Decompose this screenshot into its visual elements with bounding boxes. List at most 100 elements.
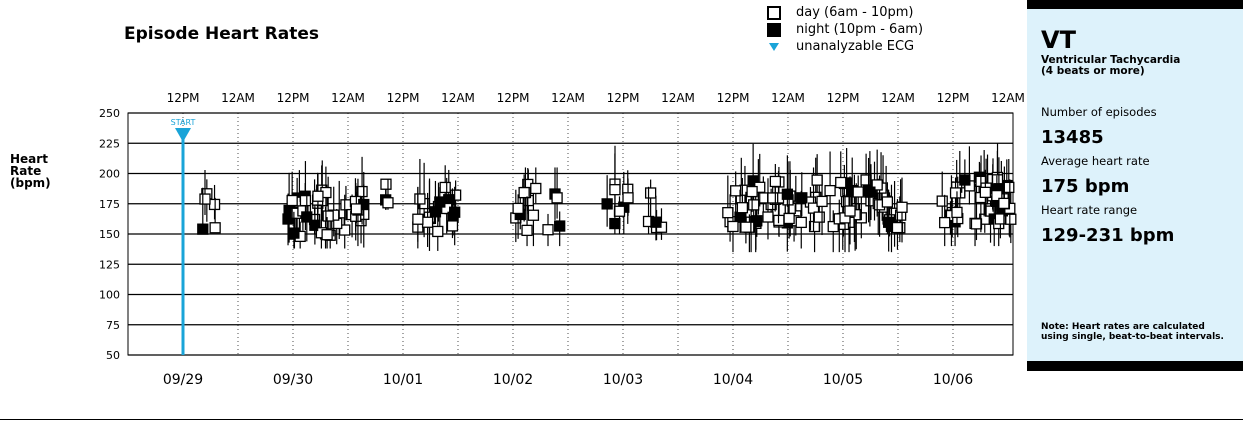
episode-point-day (199, 193, 211, 205)
footnote-line: Note: Heart rates are calculated (1041, 322, 1205, 332)
episode-point-night (959, 174, 971, 186)
legend-day: day (6am - 10pm) (766, 4, 923, 21)
chart-title: Episode Heart Rates (124, 24, 320, 44)
episode-point-day (852, 186, 864, 198)
episode-point-day (521, 224, 533, 237)
episode-point-day (813, 211, 825, 223)
legend-night: night (10pm - 6am) (766, 21, 923, 38)
episode-point-night (429, 206, 442, 218)
rate-range-label: Heart rate range (1041, 203, 1138, 217)
episode-point-day (432, 225, 444, 238)
episode-point-day (795, 216, 807, 229)
episode-point-day (421, 216, 434, 228)
episode-point-day (979, 186, 992, 199)
episode-point-night (609, 217, 621, 230)
y-tick-label: 200 (99, 168, 120, 181)
y-tick-label: 75 (106, 319, 120, 332)
episode-point-day (322, 210, 334, 222)
episode-point-day (286, 194, 298, 207)
time-tick-label: 12PM (607, 91, 640, 105)
episode-point-day (412, 213, 424, 225)
episode-point-day (530, 182, 542, 195)
date-tick-label: 10/02 (493, 372, 533, 388)
avg-rate-value: 175 bpm (1041, 176, 1130, 197)
time-tick-label: 12PM (937, 91, 970, 105)
episode-point-day (414, 193, 426, 205)
episode-point-day (740, 221, 752, 233)
time-tick-label: 12AM (881, 91, 915, 105)
y-axis-label-line: Heart (10, 152, 48, 166)
time-tick-label: 12PM (497, 91, 530, 105)
episode-point-day (382, 197, 394, 209)
episode-point-day (312, 190, 324, 202)
subheading-line: (4 beats or more) (1041, 65, 1145, 77)
time-tick-label: 12PM (387, 91, 420, 105)
episode-point-night (781, 188, 794, 200)
episode-point-day (339, 224, 351, 236)
episode-point-day (340, 199, 352, 211)
date-tick-label: 09/29 (163, 372, 203, 388)
start-marker-label: START (171, 118, 196, 127)
episode-point-night (288, 227, 300, 239)
episode-point-day (767, 192, 779, 204)
episode-point-day (722, 207, 734, 219)
episode-point-day (622, 192, 634, 204)
footnote: Note: Heart rates are calculated using s… (1041, 322, 1241, 342)
episode-point-day (951, 206, 963, 219)
rate-range-value: 129-231 bpm (1041, 225, 1175, 246)
date-tick-label: 10/05 (823, 372, 863, 388)
episode-point-day (512, 202, 524, 215)
episode-point-day (613, 205, 626, 217)
legend-unanalyzable: unanalyzable ECG (766, 38, 923, 55)
summary-panel: VT Ventricular Tachycardia (4 beats or m… (1027, 0, 1243, 371)
episode-point-day (808, 220, 821, 233)
divider (0, 419, 1243, 420)
episode-point-day (860, 174, 872, 186)
day-square-icon (767, 5, 781, 20)
y-axis-label-line: Rate (10, 164, 42, 178)
episode-point-day (748, 199, 760, 211)
episode-point-day (1003, 181, 1015, 194)
episode-point-day (824, 184, 836, 197)
episode-point-day (644, 187, 657, 199)
time-tick-label: 12PM (827, 91, 860, 105)
episode-point-day (936, 195, 948, 207)
episode-point-day (994, 213, 1007, 225)
episode-point-day (527, 209, 540, 221)
episode-point-night (601, 198, 613, 210)
episode-point-night (796, 192, 808, 204)
episode-point-day (891, 221, 904, 234)
episode-point-day (542, 224, 554, 236)
episode-point-night (554, 220, 566, 232)
episode-point-day (896, 201, 908, 213)
episode-point-day (844, 205, 856, 217)
y-tick-label: 125 (99, 258, 120, 271)
y-axis-label-line: (bpm) (10, 176, 51, 190)
episode-point-day (551, 192, 563, 204)
time-tick-label: 12AM (551, 91, 585, 105)
time-tick-label: 12AM (221, 91, 255, 105)
episode-point-day (439, 181, 451, 194)
episode-point-day (769, 175, 782, 188)
episode-point-day (736, 202, 749, 214)
date-tick-label: 10/03 (603, 372, 643, 388)
episode-point-day (209, 222, 221, 234)
time-tick-label: 12AM (441, 91, 475, 105)
episode-point-day (350, 203, 362, 215)
date-tick-label: 10/01 (383, 372, 423, 388)
y-tick-label: 225 (99, 137, 120, 150)
episode-point-day (762, 211, 774, 223)
episode-point-night (734, 211, 746, 223)
episode-point-day (299, 194, 312, 207)
time-tick-label: 12PM (167, 91, 200, 105)
y-axis-label: Heart Rate (bpm) (10, 153, 51, 189)
night-square-icon (767, 22, 781, 37)
legend: day (6am - 10pm) night (10pm - 6am) unan… (766, 4, 923, 55)
episode-point-day (609, 184, 621, 196)
time-tick-label: 12AM (771, 91, 805, 105)
episode-point-night (301, 211, 313, 223)
episode-point-night (750, 215, 762, 228)
episode-point-day (446, 220, 459, 232)
episode-point-day (871, 179, 883, 191)
